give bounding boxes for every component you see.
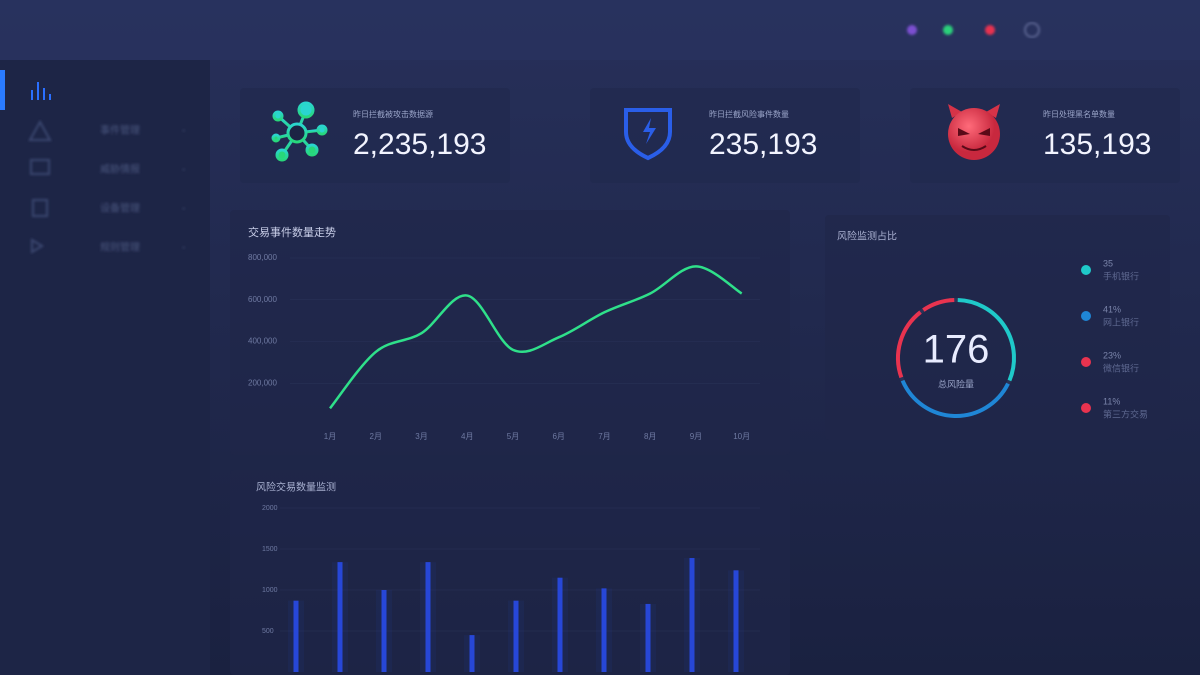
x-tick-label: 3月 — [415, 432, 427, 441]
menu-arrow: - — [182, 126, 185, 137]
menu-arrow: - — [182, 243, 185, 254]
menu-icon — [31, 238, 44, 254]
bar — [425, 562, 431, 672]
top-icons — [907, 22, 1040, 38]
legend-label: 网上银行 — [1103, 316, 1139, 327]
nav-icon — [31, 82, 51, 100]
bar — [689, 558, 695, 672]
legend-label: 手机银行 — [1103, 270, 1139, 281]
legend-dot — [1081, 311, 1091, 321]
bar — [513, 600, 519, 672]
legend-label: 第三方交易 — [1103, 408, 1148, 419]
bar — [557, 577, 563, 672]
bar — [293, 600, 299, 672]
stat-texts: 昨日拦截被攻击数据源 2,235,193 昨日拦截风险事件数量 235,193 昨日处理… — [353, 109, 1151, 161]
chart-title: 交易事件数量走势 — [248, 225, 336, 239]
chart-title: 风险交易数量监测 — [256, 481, 336, 494]
legend-dot — [1081, 265, 1091, 275]
y-tick-label: 600,000 — [248, 295, 277, 304]
menu-item: 事件管理 — [100, 124, 140, 137]
x-tick-label: 5月 — [507, 432, 519, 441]
x-tick-label: 9月 — [690, 432, 702, 441]
y-tick-label: 400,000 — [248, 337, 277, 346]
y-tick-label: 500 — [262, 628, 274, 635]
menu-icon — [32, 199, 48, 217]
bar — [337, 562, 343, 672]
menu-item: 规则管理 — [100, 241, 140, 254]
bar — [469, 635, 475, 672]
legend-value: 41% — [1103, 304, 1121, 314]
bar — [645, 603, 651, 672]
devil-icon — [948, 104, 1000, 160]
menu-item: 威胁情报 — [100, 163, 140, 176]
bar — [733, 570, 739, 672]
sidebar — [0, 60, 210, 675]
menu-icon — [30, 159, 50, 175]
menu-arrow: - — [182, 204, 185, 215]
shield-icon — [624, 108, 672, 161]
legend-dot — [1081, 357, 1091, 367]
stat-value: 2,235,193 — [353, 128, 486, 161]
stat-value: 135,193 — [1043, 128, 1151, 161]
y-tick-label: 800,000 — [248, 253, 277, 262]
total-value: 176 — [923, 328, 990, 372]
x-tick-label: 8月 — [644, 432, 656, 441]
stat-cards — [240, 88, 1180, 183]
total-label: 总风险量 — [938, 378, 974, 389]
y-tick-label: 2000 — [262, 505, 278, 512]
x-tick-label: 7月 — [598, 432, 610, 441]
legend-value: 35 — [1103, 258, 1113, 268]
menu-icon — [28, 119, 52, 141]
y-tick-label: 1500 — [262, 546, 278, 553]
line-card — [230, 210, 790, 455]
bolt — [643, 118, 656, 144]
network-icon — [271, 101, 328, 162]
stat-value: 235,193 — [709, 128, 817, 161]
y-tick-label: 200,000 — [248, 378, 277, 387]
ring-segment — [896, 310, 922, 379]
stat-label: 昨日拦截被攻击数据源 — [353, 109, 433, 119]
trend-line — [329, 265, 743, 410]
active-indicator — [0, 70, 5, 110]
x-tick-label: 10月 — [733, 432, 750, 441]
y-tick-label: 1000 — [262, 587, 278, 594]
stat-label: 昨日处理黑名单数量 — [1043, 109, 1115, 119]
x-tick-label: 4月 — [461, 432, 473, 441]
legend-dot — [1081, 403, 1091, 413]
x-tick-label: 2月 — [370, 432, 382, 441]
legend-label: 微信银行 — [1103, 362, 1139, 373]
bar — [601, 588, 607, 672]
charts: 交易事件数量走势 200,000 400,000 600,000 800,000 1月 2月… — [248, 225, 1148, 672]
legend-value: 23% — [1103, 350, 1121, 360]
menu-arrow: - — [182, 165, 185, 176]
chart-title: 风险监测占比 — [837, 230, 897, 243]
ring-segment — [957, 298, 1016, 382]
ring-segment — [900, 379, 1010, 418]
legend-value: 11% — [1103, 396, 1120, 406]
bar — [381, 590, 387, 672]
top-bar — [0, 0, 1200, 60]
x-tick-label: 6月 — [552, 432, 564, 441]
side-menu: 事件管理 - 威胁情报 - 设备管理 - 规则管理 - — [28, 119, 185, 254]
x-tick-label: 1月 — [324, 432, 336, 441]
ring-segment — [922, 298, 955, 312]
menu-item: 设备管理 — [100, 202, 140, 215]
stat-label: 昨日拦截风险事件数量 — [709, 109, 789, 119]
